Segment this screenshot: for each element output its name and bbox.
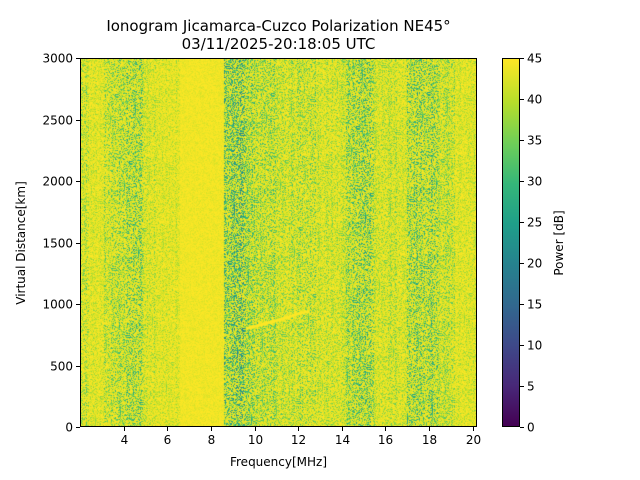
x-tick-label: 4 bbox=[121, 433, 129, 447]
colorbar bbox=[502, 58, 520, 427]
colorbar-tick-label: 30 bbox=[527, 175, 542, 189]
colorbar-tick-label: 10 bbox=[527, 339, 542, 353]
y-tick-label: 1000 bbox=[42, 298, 73, 312]
colorbar-tick-label: 35 bbox=[527, 134, 542, 148]
x-tick-label: 16 bbox=[378, 433, 393, 447]
y-tick-label: 3000 bbox=[42, 52, 73, 66]
plot-frame bbox=[80, 58, 477, 427]
y-tick-label: 2500 bbox=[42, 114, 73, 128]
colorbar-tick-label: 15 bbox=[527, 298, 542, 312]
colorbar-label: Power [dB] bbox=[552, 210, 566, 276]
colorbar-tick-label: 5 bbox=[527, 380, 535, 394]
colorbar-tick-label: 40 bbox=[527, 93, 542, 107]
colorbar-tick-label: 0 bbox=[527, 421, 535, 435]
y-tick-label: 2000 bbox=[42, 175, 73, 189]
x-tick-label: 8 bbox=[208, 433, 216, 447]
x-tick-label: 20 bbox=[466, 433, 481, 447]
x-axis-label: Frequency[MHz] bbox=[229, 455, 328, 469]
x-tick-label: 12 bbox=[291, 433, 306, 447]
x-tick-label: 18 bbox=[422, 433, 437, 447]
y-tick-label: 500 bbox=[50, 360, 73, 374]
x-tick-label: 14 bbox=[335, 433, 350, 447]
colorbar-ticks: 0 5 10 15 20 25 30 35 40 45 bbox=[520, 52, 542, 435]
y-axis-ticks: 0 500 1000 1500 2000 2500 3000 bbox=[42, 52, 80, 435]
x-tick-label: 10 bbox=[248, 433, 263, 447]
y-axis-label: Virtual Distance[km] bbox=[14, 181, 28, 305]
colorbar-tick-label: 45 bbox=[527, 52, 542, 66]
y-tick-label: 0 bbox=[65, 421, 73, 435]
y-tick-label: 1500 bbox=[42, 237, 73, 251]
chart-subtitle: 03/11/2025-20:18:05 UTC bbox=[181, 35, 376, 53]
colorbar-tick-label: 25 bbox=[527, 216, 542, 230]
x-tick-label: 6 bbox=[164, 433, 172, 447]
colorbar-tick-label: 20 bbox=[527, 257, 542, 271]
chart-title: Ionogram Jicamarca-Cuzco Polarization NE… bbox=[106, 17, 451, 35]
ionogram-heatmap bbox=[80, 58, 477, 427]
x-axis-ticks: 4 6 8 10 12 14 16 18 20 bbox=[121, 427, 481, 447]
